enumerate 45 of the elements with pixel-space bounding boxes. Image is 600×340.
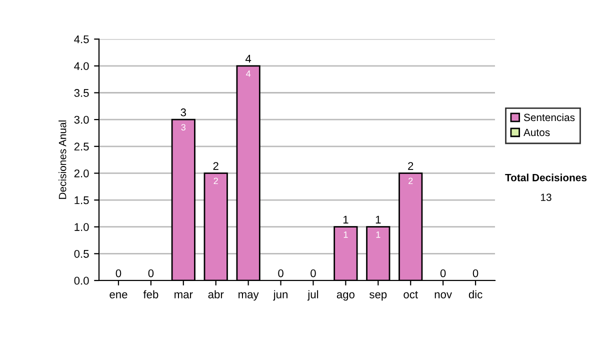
x-tick-label: nov — [434, 292, 452, 298]
x-tick-label: ago — [336, 292, 354, 301]
total-label: 0 — [116, 269, 122, 278]
text: Total Decisiones — [505, 174, 587, 182]
x-tick-label: jul — [307, 290, 318, 301]
x-tick-label: ene — [110, 292, 128, 298]
x-tick-label: mar — [174, 292, 193, 298]
total-label: 1 — [343, 216, 348, 224]
total-label: 1 — [376, 216, 381, 224]
data-label: 2 — [214, 178, 218, 184]
y-tick-label: 0.0 — [74, 276, 89, 285]
legend-label: Sentencias — [524, 113, 575, 122]
total-label: 0 — [472, 269, 478, 278]
total-label: 4 — [245, 54, 252, 63]
y-tick-label: 0.5 — [74, 250, 89, 258]
total-label: 0 — [278, 269, 284, 278]
x-tick-label: dic — [468, 290, 482, 298]
y-tick-label: 3.0 — [74, 116, 89, 124]
y-tick-label: 4.0 — [74, 62, 89, 70]
y-tick-label: 3.5 — [74, 89, 89, 97]
x-tick-label: jun — [273, 290, 288, 301]
y-tick-label: 1.5 — [74, 196, 89, 204]
y-tick-label: 1.0 — [74, 223, 89, 231]
legend-label: Autos — [524, 128, 550, 136]
y-tick-label: 2.5 — [74, 142, 89, 151]
y-tick-label: 2.0 — [74, 169, 89, 178]
data-label: 1 — [344, 231, 348, 238]
x-tick-label: feb — [143, 290, 158, 298]
data-label: 1 — [376, 231, 380, 238]
total-label: 0 — [148, 269, 154, 278]
x-tick-label: sep — [370, 292, 387, 301]
text: 13 — [541, 194, 552, 202]
total-label: 0 — [310, 269, 316, 278]
total-label: 2 — [213, 162, 218, 170]
x-tick-label: abr — [208, 290, 224, 298]
y-tick-label: 4.5 — [74, 35, 89, 44]
y-axis-title: Decisiones Anual — [58, 120, 66, 199]
total-label: 3 — [180, 108, 186, 116]
x-tick-label: oct — [404, 291, 418, 298]
data-label: 4 — [246, 70, 251, 77]
x-tick-label: may — [238, 292, 259, 301]
data-label: 3 — [181, 124, 186, 130]
data-label: 2 — [408, 178, 413, 184]
total-label: 0 — [440, 269, 446, 278]
total-label: 2 — [408, 162, 414, 170]
